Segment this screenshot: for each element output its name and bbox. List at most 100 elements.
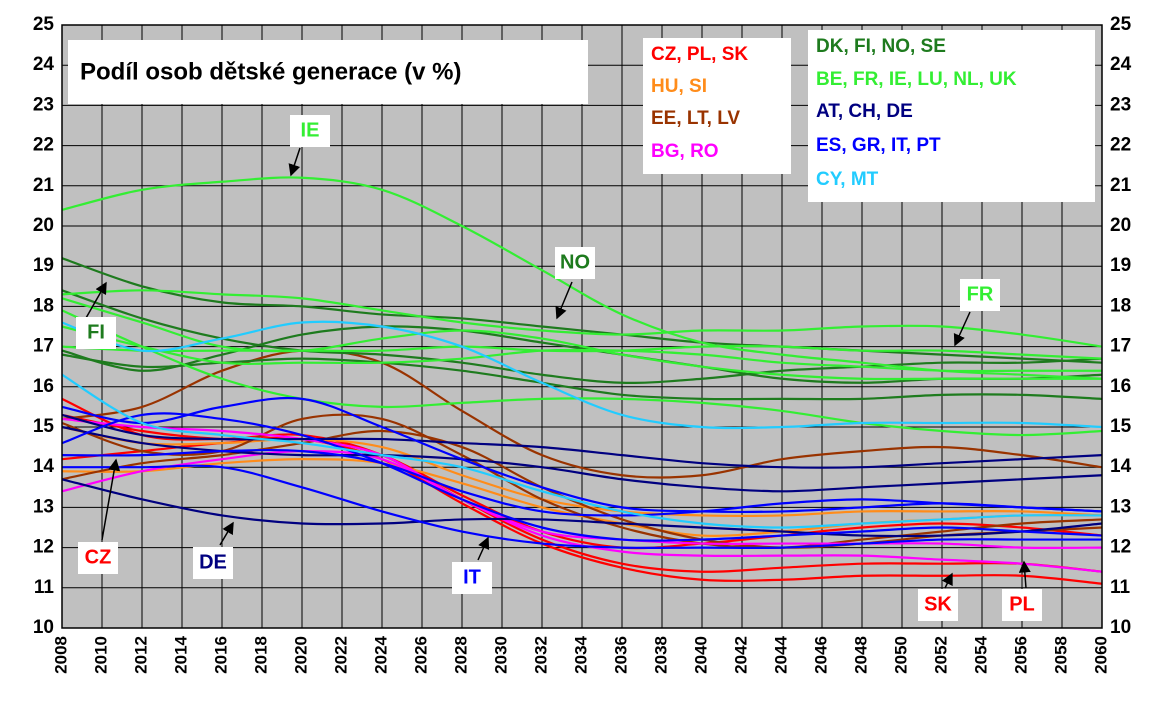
legend-entry: EE, LT, LV: [651, 108, 740, 129]
legend-label: ES: [816, 135, 841, 156]
annotation-box: [76, 317, 116, 349]
legend-label: GR: [852, 135, 881, 156]
legend-label: SI: [689, 76, 707, 97]
legend-separator: ,: [676, 108, 687, 129]
annotation-box: [1002, 589, 1042, 621]
legend-separator: ,: [876, 101, 887, 122]
title-box: [68, 40, 588, 104]
legend-label: IT: [891, 135, 908, 156]
legend-label: HU: [651, 76, 678, 97]
annotation: SK: [924, 593, 952, 615]
x-tick-label: 2020: [291, 636, 310, 674]
annotation-arrow: [219, 521, 234, 546]
annotation-arrow: [941, 572, 953, 589]
legend-label: AT: [816, 101, 840, 122]
y2-tick-label: 19: [1110, 255, 1131, 276]
series-line: [61, 345, 1103, 360]
series-line: [61, 325, 1102, 373]
x-tick-label: 2030: [491, 636, 510, 674]
annotation-arrow: [288, 147, 301, 177]
annotation-arrow: [555, 281, 573, 320]
plot-border: [61, 24, 1103, 629]
x-tick-label: 2044: [771, 635, 790, 673]
chart-title: Podíl osob dětské generace (v %): [80, 58, 461, 85]
x-tick-label: 2052: [931, 636, 950, 674]
series-line: [61, 289, 1103, 348]
y-tick-label: 14: [33, 456, 55, 477]
legend-entry: BE, FR, IE, LU, NL, UK: [816, 69, 1017, 90]
legend-label: LU: [917, 69, 942, 90]
legend-separator: ,: [680, 141, 691, 162]
legend-entry: AT, CH, DE: [816, 101, 913, 122]
x-tick-label: 2036: [611, 636, 630, 674]
legend-label: SE: [921, 36, 946, 57]
x-tick-label: 2008: [51, 636, 70, 674]
legend-label: LV: [717, 108, 740, 129]
y2-tick-label: 20: [1110, 215, 1131, 236]
y-tick-label: 25: [33, 14, 55, 35]
legend-separator: ,: [842, 69, 853, 90]
y-tick-label: 12: [33, 537, 54, 558]
y-tick-label: 19: [33, 255, 54, 276]
legend-label: RO: [690, 141, 719, 162]
annotation-box: [555, 247, 595, 279]
x-tick-label: 2048: [851, 636, 870, 674]
y-tick-label: 24: [33, 54, 55, 75]
series-line: [61, 320, 1103, 430]
annotation-box: [78, 542, 118, 574]
annotation: DE: [199, 551, 227, 573]
legend-separator: ,: [979, 69, 990, 90]
y-tick-label: 16: [33, 376, 54, 397]
x-tick-label: 2058: [1051, 636, 1070, 674]
legend-label: CY: [816, 169, 843, 190]
series-line: [61, 478, 1103, 538]
annotation: IT: [463, 566, 481, 588]
legend-label: FI: [854, 36, 871, 57]
x-tick-label: 2040: [691, 636, 710, 674]
annotation-arrow: [477, 536, 490, 561]
annotation: PL: [1009, 593, 1035, 615]
series-line: [61, 297, 1102, 381]
y2-tick-label: 14: [1110, 456, 1132, 477]
x-tick-label: 2022: [331, 636, 350, 674]
annotation-box: [960, 279, 1000, 311]
legend-entry: DK, FI, NO, SE: [816, 36, 946, 57]
x-tick-label: 2024: [371, 635, 390, 673]
legend-separator: ,: [871, 36, 882, 57]
legend-label: CH: [848, 101, 875, 122]
y2-tick-label: 24: [1110, 54, 1132, 75]
y2-tick-label: 16: [1110, 376, 1131, 397]
series-line: [61, 396, 1103, 514]
legend-entry: ES, GR, IT, PT: [816, 135, 941, 156]
x-tick-label: 2050: [891, 636, 910, 674]
annotation-box: [290, 115, 330, 147]
legend-separator: ,: [907, 69, 918, 90]
y2-tick-label: 15: [1110, 416, 1132, 437]
y2-tick-label: 21: [1110, 175, 1132, 196]
y2-tick-label: 22: [1110, 135, 1131, 156]
legend-label: NL: [953, 69, 979, 90]
legend-label: DE: [886, 101, 912, 122]
series-line: [61, 413, 1103, 549]
series-line: [61, 417, 1103, 549]
series-line: [61, 257, 1103, 364]
annotation-box: [193, 547, 233, 579]
legend-label: DK: [816, 36, 844, 57]
y-tick-label: 18: [33, 295, 54, 316]
y-tick-label: 23: [33, 94, 54, 115]
legend-label: SK: [722, 44, 749, 65]
legend-separator: ,: [843, 36, 854, 57]
legend-label: BE: [816, 69, 842, 90]
annotation-arrow: [953, 311, 971, 347]
legend-label: PL: [687, 44, 712, 65]
legend-separator: ,: [906, 135, 917, 156]
legend-separator: ,: [678, 76, 689, 97]
x-tick-label: 2012: [131, 636, 150, 674]
y2-tick-label: 25: [1110, 14, 1132, 35]
series-line: [61, 450, 1103, 573]
legend-box: [808, 30, 1095, 202]
legend-label: IE: [889, 69, 907, 90]
y-tick-label: 10: [33, 617, 54, 638]
y2-tick-label: 13: [1110, 496, 1131, 517]
